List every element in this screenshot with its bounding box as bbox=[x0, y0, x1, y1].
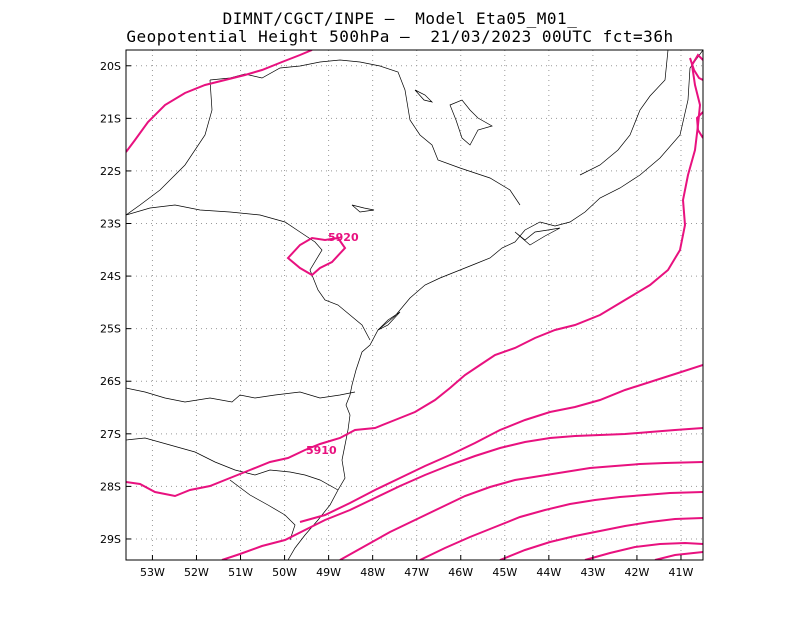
border-mg-es bbox=[579, 50, 669, 176]
border-sp-west bbox=[126, 79, 213, 216]
contour-5910 bbox=[126, 53, 703, 498]
lon-tick-label: 42W bbox=[624, 566, 649, 579]
plot-frame bbox=[125, 49, 704, 561]
border-sp-pr bbox=[126, 204, 371, 341]
title-line-2: Geopotential Height 500hPa – 21/03/2023 … bbox=[126, 27, 674, 46]
lat-tick-label: 25S bbox=[100, 323, 121, 336]
lon-ticks: 53W 52W 51W 50W 49W 48W 47W 46W 45W 44W 43W 42W 41W bbox=[140, 555, 694, 579]
contour-line-nw bbox=[126, 50, 313, 153]
contour-line-7 bbox=[499, 517, 703, 560]
coastline bbox=[287, 50, 703, 560]
lat-tick-label: 22S bbox=[100, 165, 121, 178]
lon-tick-label: 50W bbox=[272, 566, 297, 579]
reservoir-2 bbox=[414, 89, 434, 103]
contour-line-6 bbox=[419, 491, 703, 560]
bay-guanabara bbox=[514, 227, 561, 246]
lat-tick-label: 29S bbox=[100, 533, 121, 546]
lat-tick-label: 27S bbox=[100, 428, 121, 441]
contour-line-ne-1 bbox=[689, 57, 703, 81]
lon-tick-label: 49W bbox=[316, 566, 341, 579]
contour-line-3 bbox=[299, 364, 703, 523]
lat-tick-label: 21S bbox=[100, 112, 121, 125]
lat-tick-label: 28S bbox=[100, 480, 121, 493]
lon-tick-label: 41W bbox=[669, 566, 694, 579]
bay-paranagua bbox=[377, 311, 401, 331]
lon-tick-label: 52W bbox=[184, 566, 209, 579]
border-mg-sp bbox=[209, 59, 521, 206]
lon-tick-label: 51W bbox=[228, 566, 253, 579]
borders-layer bbox=[126, 50, 703, 560]
lat-tick-label: 23S bbox=[100, 218, 121, 231]
lon-tick-label: 48W bbox=[360, 566, 385, 579]
lon-tick-label: 53W bbox=[140, 566, 165, 579]
contour-label-5920: 5920 bbox=[328, 231, 359, 244]
contour-line-ne-2 bbox=[695, 111, 703, 139]
contour-5920 bbox=[286, 236, 347, 277]
lon-tick-label: 45W bbox=[492, 566, 517, 579]
reservoir-1 bbox=[449, 99, 493, 146]
reservoir-3 bbox=[351, 204, 375, 213]
lon-tick-label: 47W bbox=[404, 566, 429, 579]
lon-tick-label: 43W bbox=[580, 566, 605, 579]
contours-layer bbox=[126, 50, 703, 560]
title-line-1: DIMNT/CGCT/INPE – Model Eta05_M01_ bbox=[222, 9, 578, 28]
border-pr-sc bbox=[126, 387, 356, 403]
contour-line-9 bbox=[654, 551, 703, 560]
border-south bbox=[229, 479, 296, 541]
lon-tick-label: 46W bbox=[448, 566, 473, 579]
lat-tick-label: 20S bbox=[100, 60, 121, 73]
lat-tick-label: 26S bbox=[100, 375, 121, 388]
contour-label-5910: 5910 bbox=[306, 444, 337, 457]
contour-line-5 bbox=[339, 461, 703, 560]
contour-line-8 bbox=[584, 541, 703, 560]
lon-tick-label: 44W bbox=[536, 566, 561, 579]
lat-tick-label: 24S bbox=[100, 270, 121, 283]
contour-line-4 bbox=[221, 427, 703, 560]
lat-ticks: 20S 21S 22S 23S 24S 25S 26S 27S 28S 29S bbox=[100, 60, 131, 546]
